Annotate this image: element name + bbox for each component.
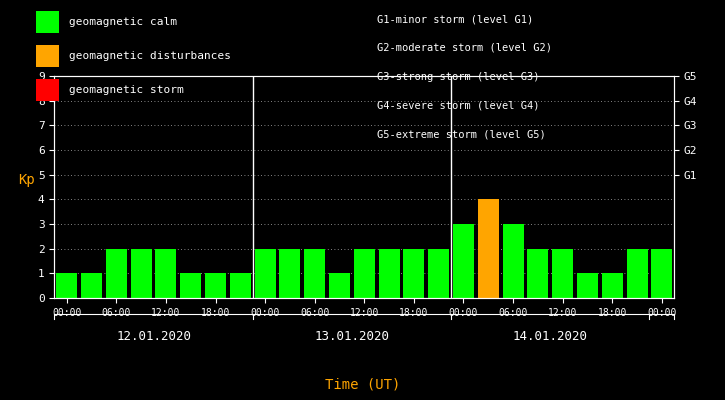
Text: geomagnetic storm: geomagnetic storm [69, 85, 183, 95]
Text: G2-moderate storm (level G2): G2-moderate storm (level G2) [377, 43, 552, 53]
Bar [329, 273, 350, 298]
Bar [279, 249, 300, 298]
Y-axis label: Kp: Kp [18, 173, 36, 187]
Bar [230, 273, 251, 298]
Bar [403, 249, 424, 298]
Text: 13.01.2020: 13.01.2020 [315, 330, 389, 342]
Bar [155, 249, 176, 298]
Text: Time (UT): Time (UT) [325, 378, 400, 392]
Bar [502, 224, 523, 298]
Bar [181, 273, 202, 298]
Bar [651, 249, 672, 298]
Text: 12.01.2020: 12.01.2020 [116, 330, 191, 342]
Bar [57, 273, 78, 298]
Bar [106, 249, 127, 298]
Text: G1-minor storm (level G1): G1-minor storm (level G1) [377, 14, 534, 24]
Bar [478, 199, 499, 298]
Bar [378, 249, 399, 298]
Bar [304, 249, 326, 298]
Bar [527, 249, 548, 298]
Text: geomagnetic calm: geomagnetic calm [69, 17, 177, 27]
Bar [552, 249, 573, 298]
Bar [453, 224, 474, 298]
Bar [354, 249, 375, 298]
Text: geomagnetic disturbances: geomagnetic disturbances [69, 51, 231, 61]
Bar [602, 273, 623, 298]
Bar [81, 273, 102, 298]
Bar [205, 273, 226, 298]
Bar [254, 249, 276, 298]
Bar [130, 249, 152, 298]
Bar [428, 249, 450, 298]
Text: 14.01.2020: 14.01.2020 [513, 330, 588, 342]
Bar [577, 273, 598, 298]
Text: G3-strong storm (level G3): G3-strong storm (level G3) [377, 72, 539, 82]
Text: G4-severe storm (level G4): G4-severe storm (level G4) [377, 100, 539, 110]
Bar [626, 249, 647, 298]
Text: G5-extreme storm (level G5): G5-extreme storm (level G5) [377, 129, 546, 139]
